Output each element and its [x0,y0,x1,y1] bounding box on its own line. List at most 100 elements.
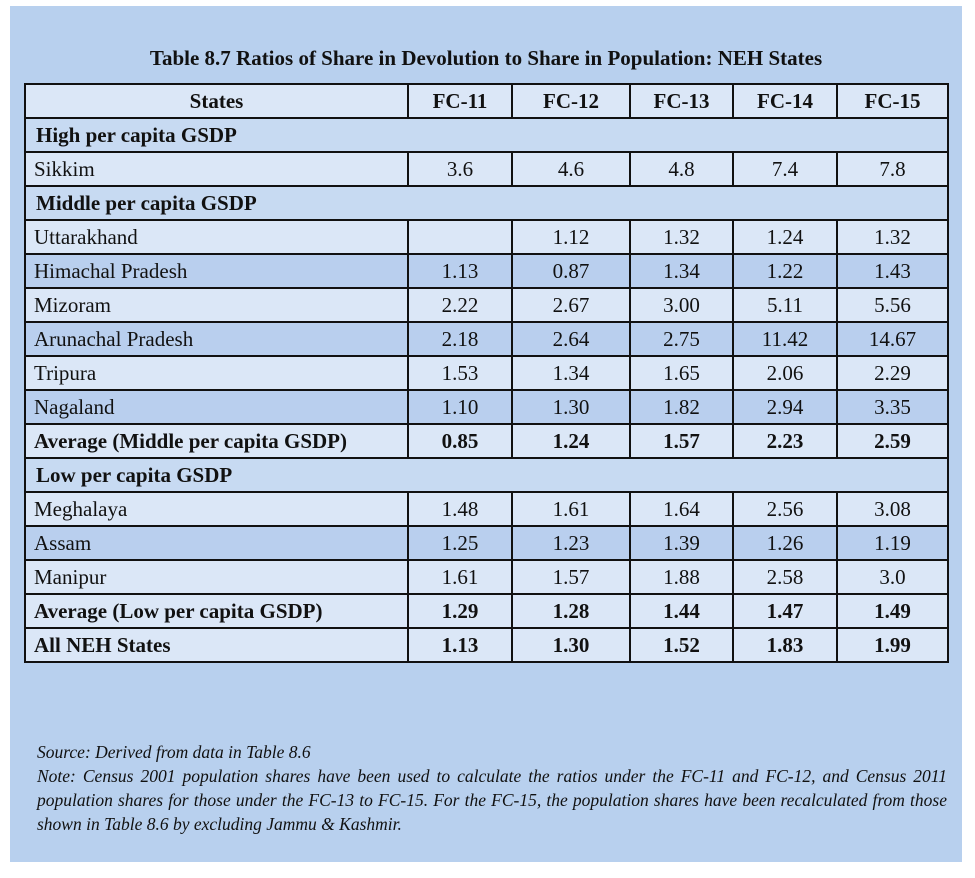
value-cell [407,219,513,255]
value-cell: 1.24 [511,423,631,459]
value-cell: 1.12 [511,219,631,255]
column-header: FC-15 [836,83,949,119]
table-row: Sikkim 3.6 4.6 4.8 7.4 7.8 [24,151,949,187]
source-note: Source: Derived from data in Table 8.6 [37,742,311,762]
table-row: Mizoram 2.22 2.67 3.00 5.11 5.56 [24,287,949,323]
value-cell: 3.00 [629,287,734,323]
section-row: Middle per capita GSDP [24,185,949,221]
value-cell: 0.87 [511,253,631,289]
value-cell: 5.56 [836,287,949,323]
value-cell: 2.29 [836,355,949,391]
value-cell: 1.32 [629,219,734,255]
data-table: States FC-11 FC-12 FC-13 FC-14 FC-15 Hig… [24,83,949,663]
column-header: FC-14 [732,83,838,119]
value-cell: 1.34 [629,253,734,289]
value-cell: 1.39 [629,525,734,561]
table-row: Arunachal Pradesh 2.18 2.64 2.75 11.42 14.67 [24,321,949,357]
section-row: High per capita GSDP [24,117,949,153]
value-cell: 1.22 [732,253,838,289]
column-header: FC-11 [407,83,513,119]
value-cell: 1.34 [511,355,631,391]
table-row: Meghalaya 1.48 1.61 1.64 2.56 3.08 [24,491,949,527]
value-cell: 2.67 [511,287,631,323]
table-row: Assam 1.25 1.23 1.39 1.26 1.19 [24,525,949,561]
column-header: FC-12 [511,83,631,119]
table-row: Manipur 1.61 1.57 1.88 2.58 3.0 [24,559,949,595]
value-cell: 2.59 [836,423,949,459]
method-note: Note: Census 2001 population shares have… [37,766,947,834]
value-cell: 1.61 [511,491,631,527]
section-label: High per capita GSDP [24,117,949,153]
value-cell: 1.64 [629,491,734,527]
value-cell: 1.52 [629,627,734,663]
value-cell: 1.32 [836,219,949,255]
state-name-cell: Uttarakhand [24,219,409,255]
value-cell: 1.65 [629,355,734,391]
value-cell: 1.61 [407,559,513,595]
value-cell: 1.49 [836,593,949,629]
value-cell: 1.10 [407,389,513,425]
table-row: Nagaland 1.10 1.30 1.82 2.94 3.35 [24,389,949,425]
value-cell: 3.08 [836,491,949,527]
state-name-cell: All NEH States [24,627,409,663]
state-name-cell: Assam [24,525,409,561]
value-cell: 1.30 [511,627,631,663]
value-cell: 2.06 [732,355,838,391]
state-name-cell: Manipur [24,559,409,595]
table-panel: Table 8.7 Ratios of Share in Devolution … [10,6,962,862]
state-name-cell: Nagaland [24,389,409,425]
state-name-cell: Average (Low per capita GSDP) [24,593,409,629]
table-title: Table 8.7 Ratios of Share in Devolution … [149,46,823,70]
column-header: States [24,83,409,119]
value-cell: 1.47 [732,593,838,629]
value-cell: 7.8 [836,151,949,187]
value-cell: 1.28 [511,593,631,629]
value-cell: 1.25 [407,525,513,561]
value-cell: 4.8 [629,151,734,187]
value-cell: 3.0 [836,559,949,595]
value-cell: 2.94 [732,389,838,425]
value-cell: 1.43 [836,253,949,289]
state-name-cell: Tripura [24,355,409,391]
value-cell: 2.64 [511,321,631,357]
state-name-cell: Sikkim [24,151,409,187]
header-row: States FC-11 FC-12 FC-13 FC-14 FC-15 [24,83,949,119]
table-row: Uttarakhand 1.12 1.32 1.24 1.32 [24,219,949,255]
section-row: Low per capita GSDP [24,457,949,493]
value-cell: 1.29 [407,593,513,629]
value-cell: 1.82 [629,389,734,425]
value-cell: 14.67 [836,321,949,357]
value-cell: 1.88 [629,559,734,595]
value-cell: 5.11 [732,287,838,323]
value-cell: 1.19 [836,525,949,561]
value-cell: 2.56 [732,491,838,527]
value-cell: 1.53 [407,355,513,391]
value-cell: 0.85 [407,423,513,459]
value-cell: 2.23 [732,423,838,459]
average-row: Average (Low per capita GSDP) 1.29 1.28 1.4… [24,593,949,629]
value-cell: 1.24 [732,219,838,255]
value-cell: 1.13 [407,253,513,289]
value-cell: 1.83 [732,627,838,663]
section-label: Middle per capita GSDP [24,185,949,221]
table-row: Tripura 1.53 1.34 1.65 2.06 2.29 [24,355,949,391]
value-cell: 1.26 [732,525,838,561]
value-cell: 2.75 [629,321,734,357]
state-name-cell: Average (Middle per capita GSDP) [24,423,409,459]
value-cell: 3.6 [407,151,513,187]
value-cell: 3.35 [836,389,949,425]
value-cell: 1.44 [629,593,734,629]
total-row: All NEH States 1.13 1.30 1.52 1.83 1.99 [24,627,949,663]
value-cell: 1.13 [407,627,513,663]
value-cell: 1.48 [407,491,513,527]
average-row: Average (Middle per capita GSDP) 0.85 1.24… [24,423,949,459]
value-cell: 1.99 [836,627,949,663]
value-cell: 1.57 [629,423,734,459]
value-cell: 7.4 [732,151,838,187]
table-row: Himachal Pradesh 1.13 0.87 1.34 1.22 1.43 [24,253,949,289]
value-cell: 4.6 [511,151,631,187]
value-cell: 1.30 [511,389,631,425]
column-header: FC-13 [629,83,734,119]
value-cell: 2.18 [407,321,513,357]
value-cell: 2.58 [732,559,838,595]
